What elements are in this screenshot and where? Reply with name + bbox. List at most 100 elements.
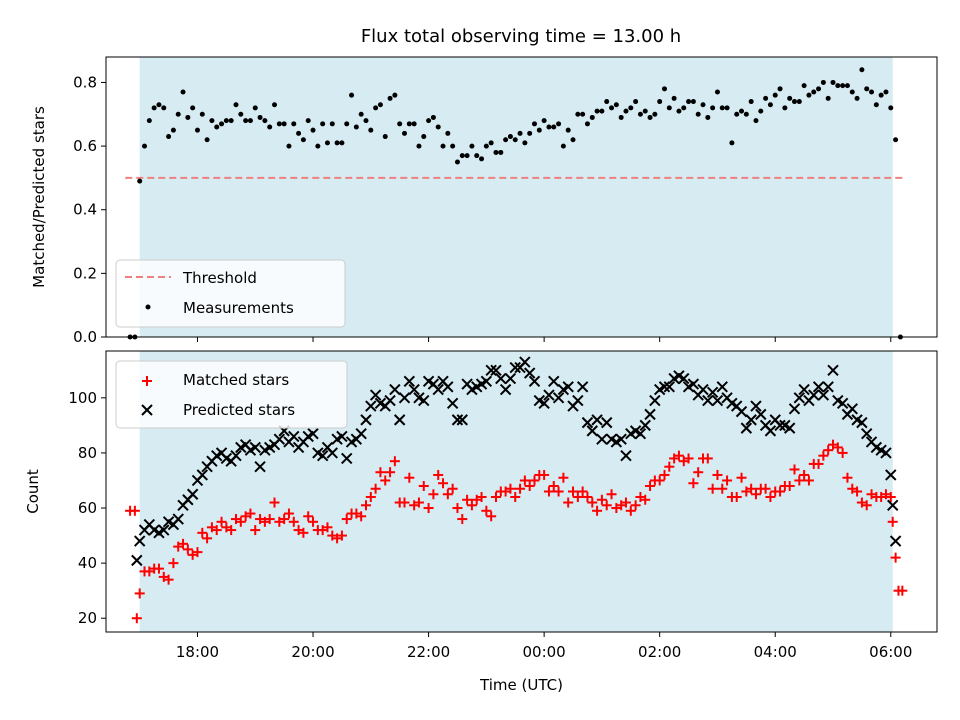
measurement-point: [257, 114, 263, 120]
measurement-point: [474, 153, 480, 159]
matched-star-point: [322, 522, 333, 533]
predicted-star-point: [393, 414, 406, 426]
matched-star-point: [399, 497, 410, 508]
measurement-point: [637, 111, 643, 117]
matched-star-point: [803, 475, 814, 486]
measurement-point: [507, 134, 513, 140]
predicted-x-b: [644, 408, 656, 421]
measurement-point: [541, 118, 547, 124]
predicted-x-b: [548, 375, 560, 388]
predicted-x-b: [543, 389, 555, 401]
x-axis-label: Time (UTC): [479, 676, 563, 694]
measurement-point: [580, 111, 586, 117]
measurement-point: [878, 92, 884, 98]
bottom-xtick-label: 22:00: [407, 643, 450, 661]
measurement-point: [334, 140, 340, 146]
predicted-x-b: [601, 416, 613, 429]
predicted-x-b: [880, 447, 892, 459]
predicted-star-point: [528, 375, 541, 388]
matched-star-point: [572, 492, 583, 503]
matched-star-point: [601, 500, 612, 511]
measurement-point: [609, 105, 615, 111]
measurement-point: [801, 83, 807, 89]
predicted-x-b: [851, 414, 863, 426]
measurement-point: [854, 95, 860, 101]
predicted-star-point: [764, 425, 777, 437]
predicted-x-b: [220, 452, 233, 465]
predicted-star-point: [360, 414, 372, 426]
predicted-star-point: [634, 427, 647, 440]
predicted-star-point: [499, 383, 512, 396]
predicted-x-b: [143, 518, 156, 531]
predicted-x-b: [552, 392, 565, 404]
measurement-point: [686, 99, 692, 105]
measurement-point: [503, 137, 509, 143]
predicted-x-b: [798, 383, 810, 396]
measurement-point: [661, 86, 667, 92]
predicted-star-point: [586, 425, 598, 437]
matched-star-point: [548, 480, 559, 491]
matched-star-point: [775, 486, 786, 497]
measurement-point: [849, 89, 855, 95]
matched-star-point: [789, 464, 800, 475]
measurement-point: [344, 121, 350, 127]
predicted-star-point: [581, 416, 594, 429]
predicted-x-b: [649, 394, 661, 407]
predicted-x-b: [788, 403, 801, 415]
matched-star-point: [592, 505, 603, 516]
bottom-xtick-label: 00:00: [523, 643, 566, 661]
measurement-point: [772, 92, 778, 98]
measurement-point: [556, 121, 562, 127]
top-ytick-label: 0.6: [73, 137, 97, 155]
matched-star-point: [178, 538, 189, 549]
predicted-star-point: [572, 394, 584, 407]
matched-star-point: [341, 514, 352, 525]
measurement-point: [705, 114, 711, 120]
matched-star-point: [269, 497, 280, 508]
matched-star-point: [558, 472, 569, 483]
predicted-x-b: [249, 441, 261, 454]
matched-star-point: [620, 497, 631, 508]
legend-matched-label: Matched stars: [183, 371, 289, 389]
predicted-star-point: [735, 405, 748, 418]
matched-star-point: [688, 478, 699, 489]
predicted-x-b: [572, 394, 584, 407]
measurement-point: [402, 130, 408, 136]
predicted-star-point: [702, 394, 714, 407]
predicted-star-point: [889, 535, 902, 547]
matched-star-point: [524, 480, 535, 491]
predicted-x-b: [750, 400, 762, 412]
measurement-point: [599, 108, 605, 114]
legend-measurements-swatch: [145, 304, 151, 310]
predicted-star-point: [620, 449, 632, 462]
measurement-point: [137, 178, 143, 184]
predicted-star-point: [196, 469, 208, 481]
predicted-x-b: [620, 449, 632, 462]
measurement-point: [710, 105, 716, 111]
measurement-point: [161, 105, 167, 111]
predicted-star-point: [336, 430, 348, 443]
measurement-point: [329, 121, 335, 127]
predicted-x-b: [827, 364, 839, 376]
matched-star-point: [404, 472, 415, 483]
measurement-point: [893, 137, 899, 143]
matched-star-point: [131, 613, 142, 624]
predicted-x-b: [774, 419, 786, 432]
matched-star-point: [486, 511, 497, 522]
predicted-x-b: [673, 370, 685, 382]
matched-star-point: [861, 500, 872, 511]
measurement-point: [493, 149, 499, 155]
predicted-x-b: [403, 375, 416, 388]
measurement-point: [483, 143, 489, 149]
predicted-star-point: [273, 433, 286, 445]
matched-star-point: [264, 514, 275, 525]
predicted-star-point: [316, 449, 329, 462]
measurement-point: [166, 134, 172, 140]
measurement-point: [666, 105, 672, 111]
predicted-x-b: [499, 383, 512, 396]
matched-star-point: [702, 453, 713, 464]
predicted-star-point: [403, 375, 416, 388]
predicted-x-b: [239, 438, 252, 451]
predicted-x-b: [408, 383, 420, 396]
predicted-x-b: [355, 427, 367, 440]
